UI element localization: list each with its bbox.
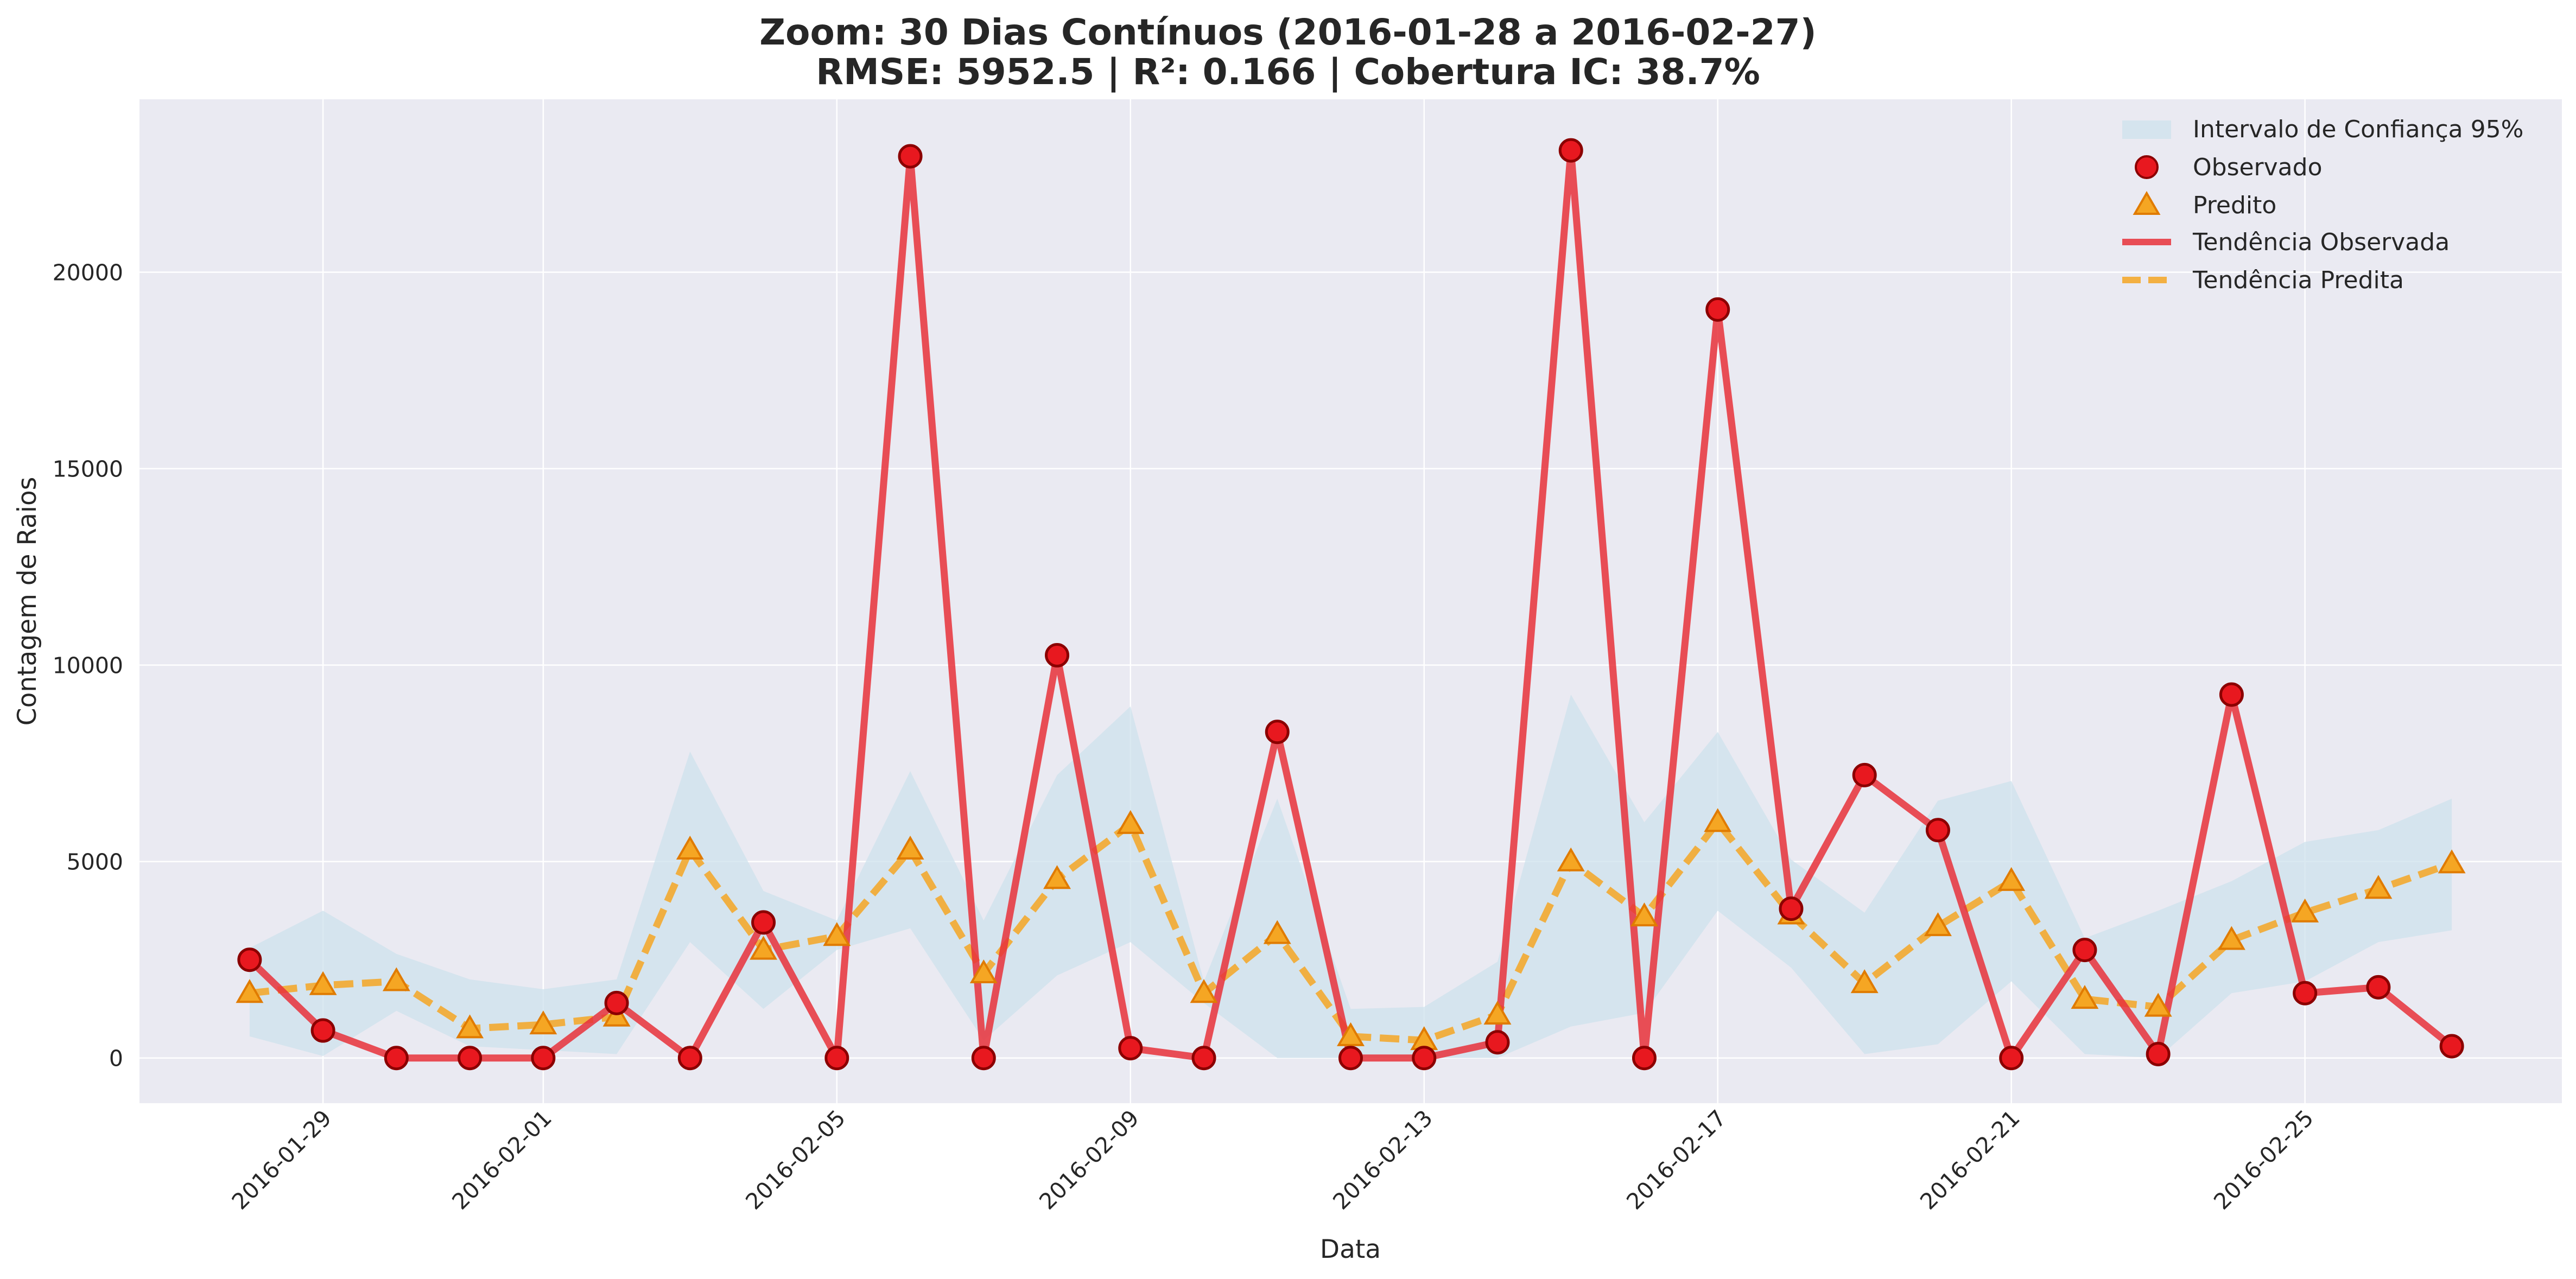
- predicted-point: [2217, 926, 2245, 950]
- predicted-point: [1116, 810, 1145, 834]
- predicted-point: [1190, 979, 1218, 1003]
- predicted-point: [750, 936, 778, 960]
- observed-point: [971, 1046, 996, 1071]
- x-tick-label: 2016-02-01: [447, 1105, 556, 1214]
- observed-point: [1852, 762, 1877, 787]
- observed-point: [2219, 682, 2244, 707]
- observed-point: [237, 947, 262, 972]
- predicted-point: [676, 835, 704, 860]
- predicted-point: [1997, 867, 2026, 891]
- legend-label-observed: Observado: [2193, 154, 2323, 181]
- y-tick-label: 10000: [53, 653, 123, 679]
- observed-point: [677, 1046, 702, 1071]
- x-tick-label: 2016-02-25: [2209, 1105, 2318, 1214]
- predicted-point: [382, 967, 410, 991]
- predicted-point: [1263, 920, 1291, 944]
- predicted-point: [1483, 1001, 1512, 1025]
- predicted-point: [529, 1010, 557, 1035]
- predicted-point: [1337, 1022, 1365, 1046]
- predicted-point: [1043, 865, 1071, 889]
- observed-point: [1705, 297, 1730, 322]
- confidence-band: [249, 694, 2452, 1058]
- observed-point: [310, 1018, 335, 1043]
- chart-title: Zoom: 30 Dias Contínuos (2016-01-28 a 20…: [759, 11, 1816, 53]
- observed-point: [604, 990, 629, 1015]
- legend-swatch-confidence: [2122, 120, 2171, 139]
- series-markers: [236, 138, 2466, 1071]
- observed-point: [1925, 818, 1950, 843]
- x-tick-label: 2016-02-17: [1621, 1105, 1731, 1214]
- predicted-point: [236, 979, 264, 1003]
- observed-point: [1632, 1046, 1657, 1071]
- predicted-point: [2144, 992, 2172, 1017]
- observed-point: [1558, 138, 1583, 163]
- legend: Intervalo de Confiança 95% Observado Pre…: [2122, 116, 2523, 294]
- x-tick-label: 2016-02-13: [1328, 1105, 1437, 1214]
- y-tick-label: 15000: [53, 456, 123, 482]
- observed-point: [1485, 1030, 1510, 1055]
- observed-point: [2146, 1041, 2171, 1066]
- observed-point: [898, 144, 923, 169]
- observed-point: [1265, 720, 1290, 745]
- predicted-point: [1630, 902, 1658, 927]
- x-tick-label: 2016-02-09: [1034, 1105, 1144, 1214]
- x-tick-label: 2016-02-05: [740, 1105, 850, 1214]
- observed-point: [751, 910, 776, 935]
- observed-point: [1191, 1046, 1216, 1071]
- confidence-band-area: [249, 694, 2452, 1058]
- grid: [139, 99, 2562, 1103]
- observed-point: [2439, 1034, 2464, 1059]
- predicted-point: [969, 959, 998, 984]
- y-tick-label: 0: [109, 1046, 123, 1072]
- predicted-point: [1850, 969, 1879, 994]
- observed-point: [1338, 1046, 1363, 1071]
- legend-label-confidence: Intervalo de Confiança 95%: [2193, 116, 2523, 143]
- predicted-point: [2364, 875, 2393, 899]
- observed-point: [531, 1046, 556, 1071]
- predicted-point: [2291, 898, 2319, 922]
- observed-point: [458, 1046, 483, 1071]
- legend-label-predicted: Predito: [2193, 192, 2276, 219]
- x-tick-label: 2016-02-21: [1915, 1105, 2025, 1214]
- observed-point: [384, 1046, 409, 1071]
- predicted-point: [1704, 808, 1732, 832]
- observed-point: [2366, 975, 2391, 1000]
- legend-label-predicted-trend: Tendência Predita: [2192, 266, 2404, 294]
- predicted-point: [456, 1014, 484, 1039]
- x-axis-label: Data: [1320, 1235, 1381, 1264]
- predicted-point: [1924, 912, 1952, 937]
- observed-point: [1118, 1036, 1143, 1061]
- x-tick-label: 2016-01-29: [227, 1105, 337, 1214]
- observed-point: [2072, 938, 2097, 963]
- predicted-point: [2438, 849, 2466, 874]
- observed-point: [1779, 896, 1804, 921]
- observed-point: [1999, 1046, 2024, 1071]
- observed-point: [824, 1046, 849, 1071]
- x-axis: 2016-01-29 2016-02-01 2016-02-05 2016-02-09…: [227, 1105, 2319, 1214]
- predicted-point: [823, 922, 851, 946]
- observed-point: [1412, 1046, 1437, 1071]
- chart-subtitle: RMSE: 5952.5 | R²: 0.166 | Cobertura IC:…: [816, 51, 1760, 93]
- observed-point: [1045, 643, 1070, 668]
- predicted-point: [309, 971, 337, 995]
- legend-marker-predicted: [2133, 191, 2161, 215]
- predicted-point: [2071, 985, 2099, 1009]
- y-axis-label: Contagem de Raios: [12, 477, 42, 726]
- y-tick-label: 5000: [67, 849, 123, 875]
- legend-marker-observed: [2135, 155, 2159, 179]
- predicted-point: [896, 835, 924, 860]
- predicted-point: [1557, 847, 1585, 871]
- observed-point: [2293, 981, 2318, 1006]
- y-axis: 0 5000 10000 15000 20000: [53, 260, 123, 1072]
- y-tick-label: 20000: [53, 260, 123, 286]
- legend-label-observed-trend: Tendência Observada: [2192, 228, 2450, 256]
